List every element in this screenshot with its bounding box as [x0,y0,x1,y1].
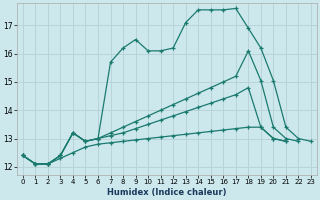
X-axis label: Humidex (Indice chaleur): Humidex (Indice chaleur) [107,188,227,197]
